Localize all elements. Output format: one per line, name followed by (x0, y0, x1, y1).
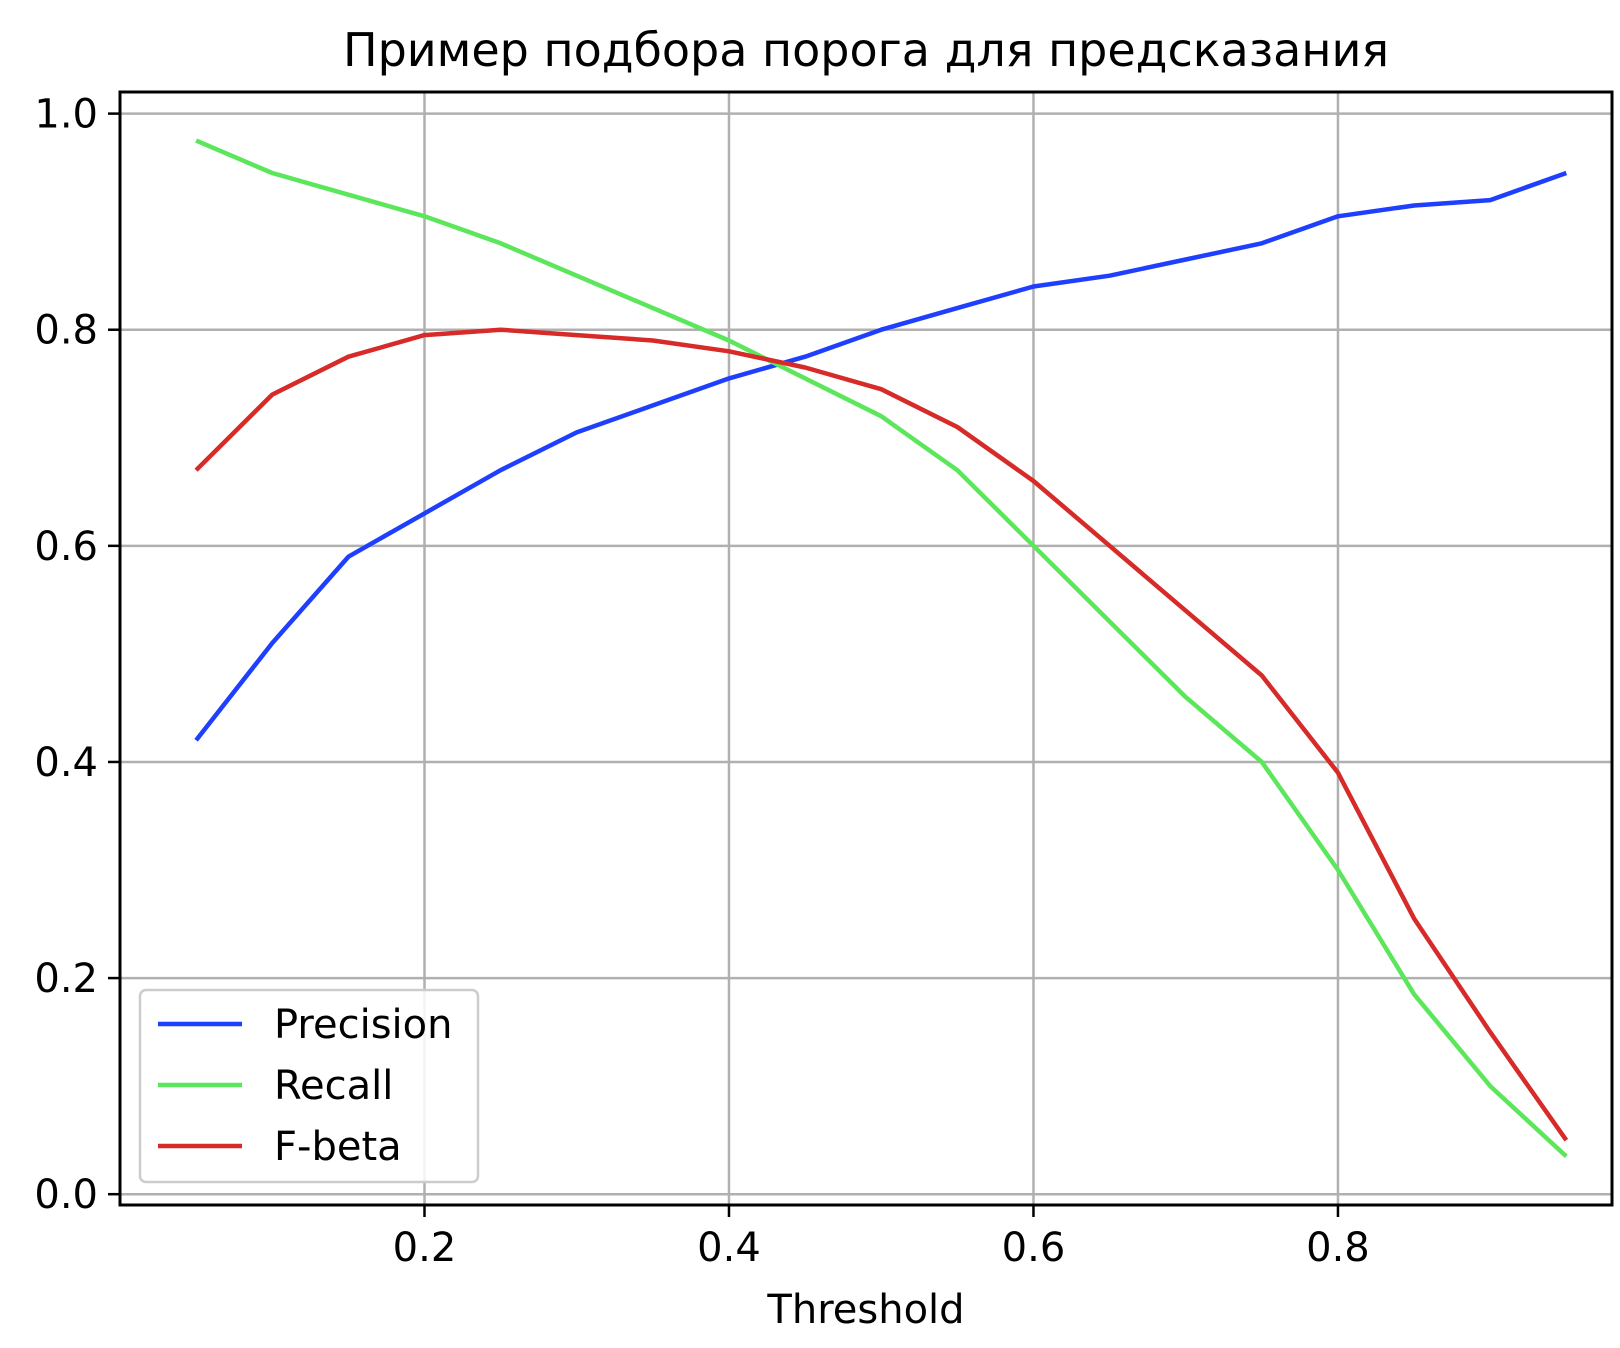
y-tick-label: 0.0 (34, 1172, 98, 1218)
y-tick-label: 0.4 (34, 740, 98, 786)
x-tick-label: 0.6 (1002, 1225, 1066, 1271)
chart-title: Пример подбора порога для предсказания (343, 23, 1389, 77)
x-tick-label: 0.4 (697, 1225, 761, 1271)
y-tick-label: 0.8 (34, 308, 98, 354)
series-line-recall (195, 138, 1568, 1159)
y-tick-label: 0.6 (34, 524, 98, 570)
y-tick-label: 1.0 (34, 92, 98, 138)
x-tick-label: 0.8 (1306, 1225, 1370, 1271)
x-tick-label: 0.2 (393, 1225, 457, 1271)
legend-label-recall: Recall (274, 1063, 393, 1109)
legend: Precision Recall F-beta (138, 988, 480, 1184)
series-line-f-beta (194, 327, 1569, 1142)
y-tick-label: 0.2 (34, 956, 98, 1002)
plot-frame (118, 90, 1614, 1207)
legend-box (138, 988, 480, 1184)
x-axis-title: Threshold (766, 1287, 964, 1333)
legend-label-precision: Precision (274, 1002, 452, 1048)
series-lines (194, 138, 1569, 1159)
series-line-precision (194, 170, 1568, 742)
axis-ticks: 0.2 0.4 0.6 0.8 0.0 0.2 0.4 0.6 0.8 1.0 (34, 92, 1369, 1271)
legend-label-f-beta: F-beta (274, 1124, 402, 1170)
